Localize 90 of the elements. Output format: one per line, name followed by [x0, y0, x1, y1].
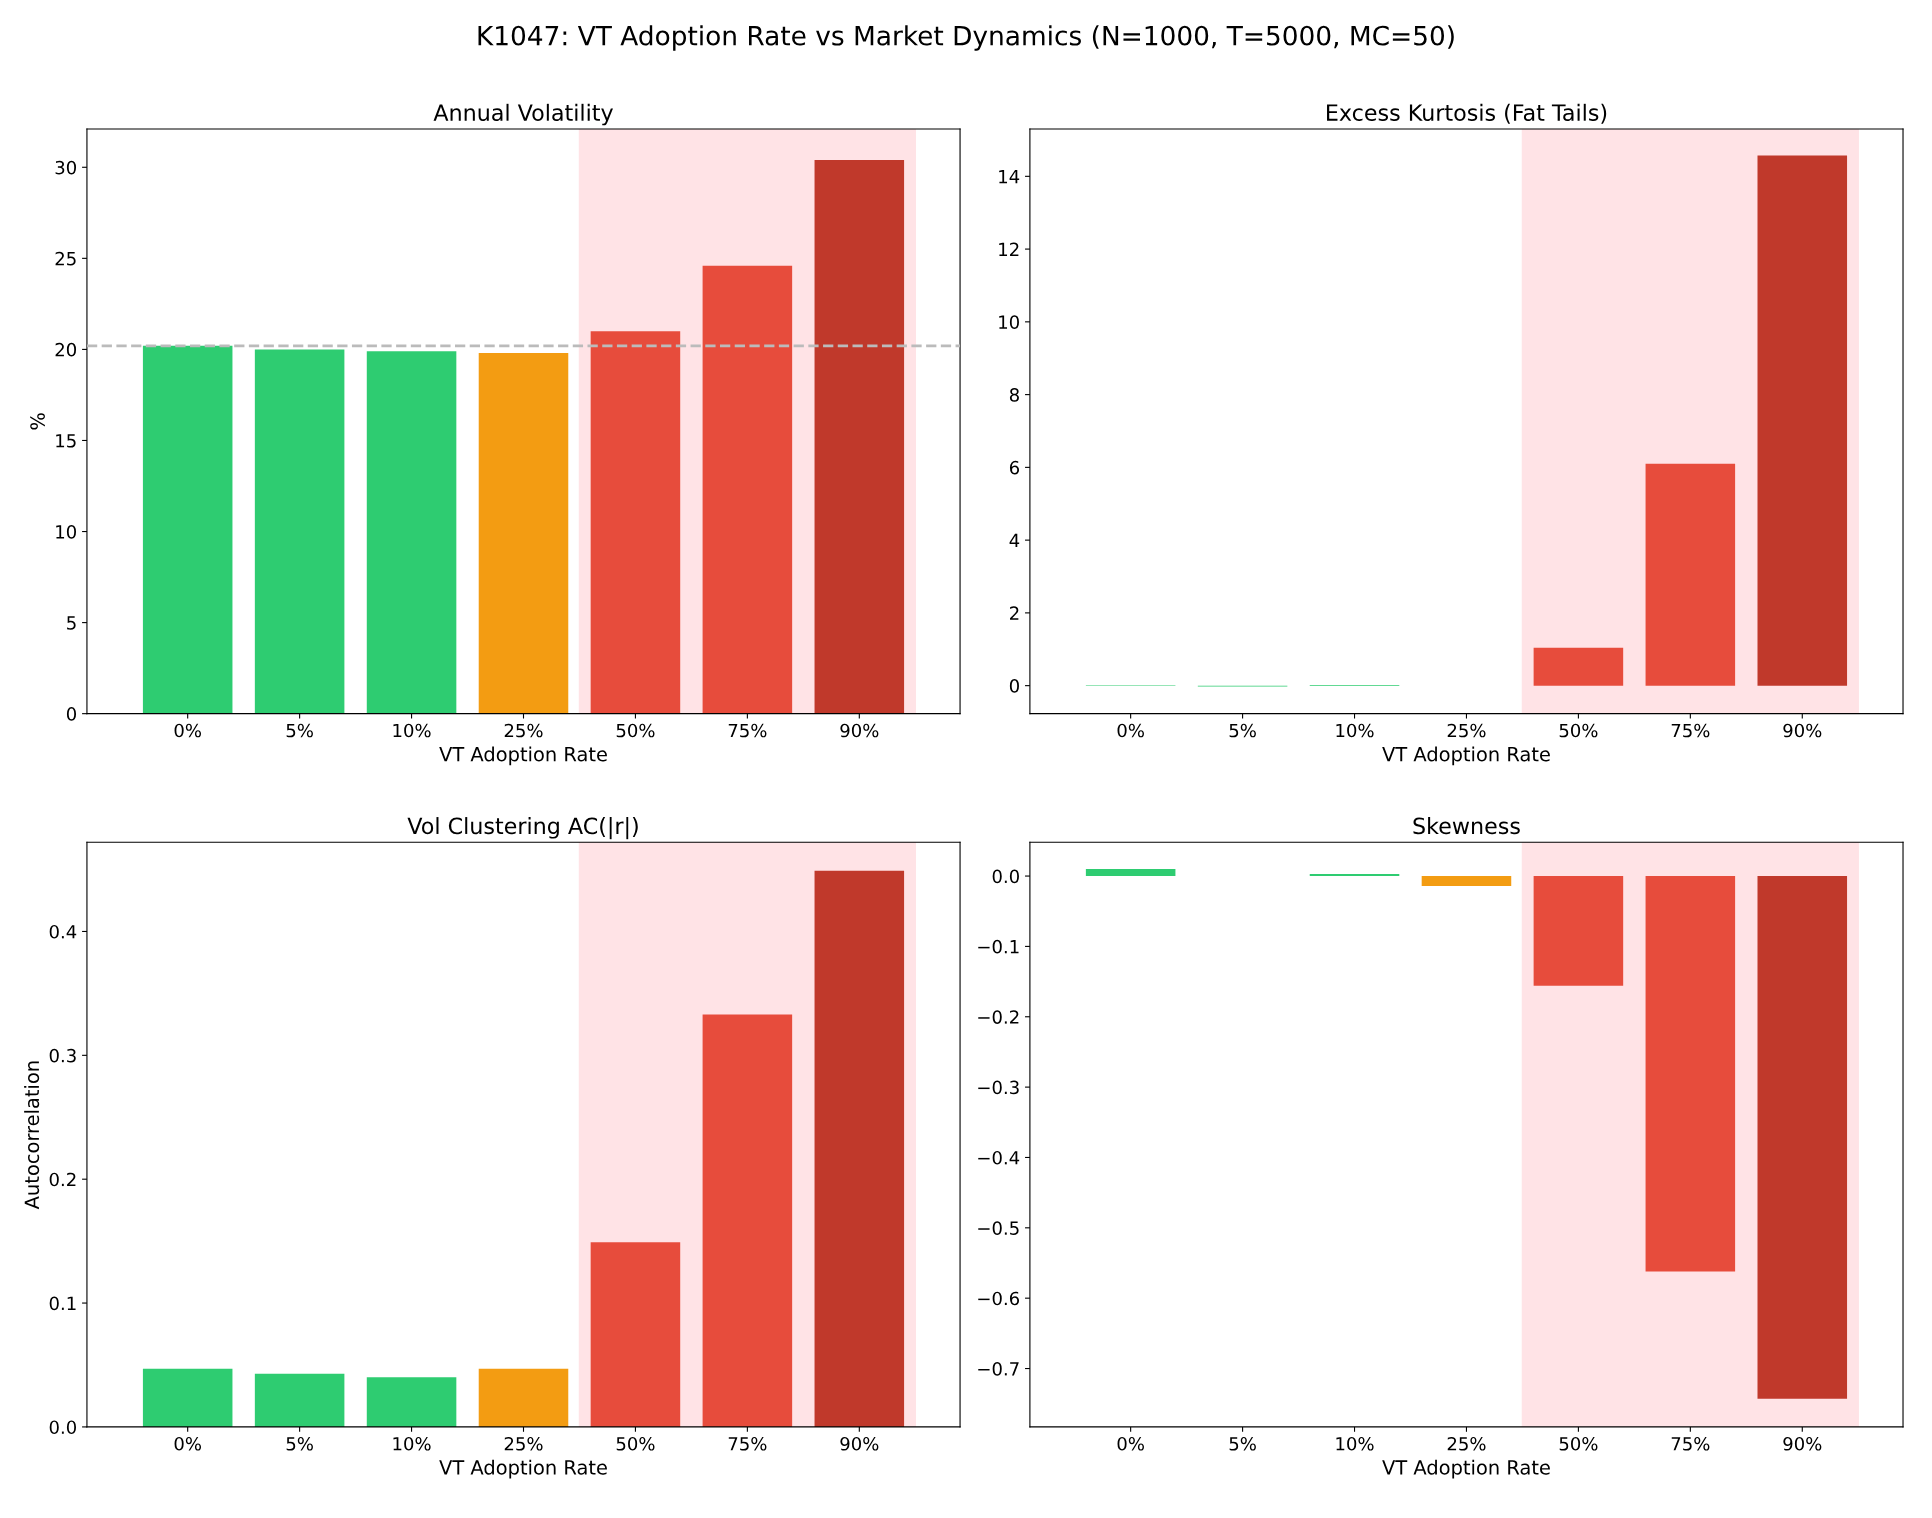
y-tick-label: 0.4 [49, 924, 77, 939]
x-tick-label: 10% [393, 723, 431, 738]
y-tick-label: −0.1 [978, 939, 1019, 954]
y-tick-label: 25 [55, 251, 76, 266]
chart-title: Excess Kurtosis (Fat Tails) [1327, 103, 1607, 124]
bar [590, 1242, 681, 1427]
x-tick-label: 25% [504, 1436, 543, 1451]
bar [142, 345, 233, 714]
bar [1421, 876, 1512, 886]
y-tick-label: 20 [55, 342, 77, 357]
x-axis-title: VT Adoption Rate [439, 1459, 607, 1479]
text: K1047: VT Adoption Rate vs Market Dynamics (N=1000, T=5000, MC=50) [478, 25, 1454, 51]
y-tick-label: 0.1 [49, 1296, 76, 1311]
x-tick-label: 90% [1783, 723, 1822, 738]
x-tick-label: 5% [1229, 723, 1256, 738]
bar [1645, 876, 1736, 1272]
y-tick-label: 0.0 [992, 869, 1019, 884]
x-tick-label: 0% [1117, 1436, 1144, 1451]
x-tick-label: 5% [286, 1436, 313, 1451]
y-tick-label: −0.7 [978, 1361, 1019, 1376]
y-tick-label: −0.4 [978, 1150, 1020, 1165]
bar [254, 349, 345, 714]
y-tick-label: −0.3 [978, 1080, 1019, 1095]
y-tick-label: 10 [999, 315, 1019, 329]
y-tick-label: 0 [66, 707, 77, 721]
x-tick-label: 10% [1336, 723, 1374, 738]
y-tick-label: 2 [1010, 606, 1019, 620]
x-tick-label: 90% [1783, 1436, 1822, 1451]
y-tick-label: 6 [1009, 460, 1020, 475]
y-axis-title: Autocorrelation [24, 1061, 40, 1210]
x-tick-label: 90% [840, 1436, 879, 1451]
bar [478, 353, 569, 714]
bar [142, 1368, 233, 1427]
bar [478, 1368, 569, 1427]
y-tick-label: 8 [1009, 388, 1019, 402]
x-tick-label: 5% [286, 723, 313, 738]
y-tick-label: 0 [1009, 679, 1019, 693]
bar [254, 1373, 345, 1427]
x-tick-label: 25% [504, 723, 543, 738]
y-tick-label: 4 [1009, 533, 1020, 547]
y-tick-label: 14 [999, 170, 1020, 184]
x-tick-label: 0% [174, 1436, 202, 1451]
bar [1533, 876, 1624, 986]
bar [814, 159, 905, 714]
y-tick-label: 5 [67, 616, 76, 630]
chart-title: Vol Clustering AC(|r|) [407, 816, 638, 840]
x-tick-label: 50% [616, 723, 655, 738]
x-tick-label: 50% [1559, 1436, 1598, 1451]
x-tick-label: 75% [728, 723, 767, 738]
x-tick-label: 10% [1336, 1436, 1374, 1451]
y-tick-label: −0.2 [978, 1010, 1019, 1024]
x-tick-label: 50% [616, 1436, 655, 1451]
x-tick-label: 0% [1117, 723, 1144, 738]
bar [1645, 463, 1736, 686]
y-tick-label: 0.2 [49, 1172, 76, 1187]
y-tick-label: −0.6 [978, 1291, 1020, 1306]
x-tick-label: 50% [1559, 723, 1598, 738]
bar [1757, 876, 1848, 1399]
bar [702, 265, 793, 714]
x-tick-label: 75% [728, 1436, 767, 1451]
x-axis-title: VT Adoption Rate [1382, 1459, 1550, 1479]
x-tick-label: 75% [1671, 723, 1710, 738]
y-tick-label: 0.3 [49, 1048, 76, 1063]
bar [590, 331, 681, 714]
y-tick-label: 30 [55, 160, 77, 175]
bar [702, 1014, 793, 1427]
x-axis-title: VT Adoption Rate [1382, 746, 1550, 766]
x-tick-label: 5% [1229, 1436, 1256, 1451]
chart-title: Skewness [1413, 817, 1520, 835]
x-axis-title: VT Adoption Rate [439, 746, 607, 766]
x-tick-label: 0% [174, 723, 202, 738]
bar [1533, 647, 1624, 686]
y-axis-title: % [30, 413, 45, 430]
x-tick-label: 25% [1447, 723, 1486, 738]
y-tick-label: −0.5 [978, 1221, 1019, 1235]
y-tick-label: 10 [56, 524, 77, 539]
bar [366, 1377, 457, 1427]
chart-title: Annual Volatility [433, 103, 613, 126]
x-tick-label: 10% [393, 1436, 431, 1451]
bar [366, 351, 457, 714]
bar [814, 870, 905, 1427]
bar [1757, 155, 1848, 686]
x-tick-label: 25% [1447, 1436, 1486, 1451]
x-tick-label: 75% [1671, 1436, 1710, 1451]
y-tick-label: 0.0 [49, 1420, 77, 1435]
x-tick-label: 90% [840, 723, 879, 738]
bar [1309, 873, 1400, 877]
bar [1085, 869, 1176, 877]
y-tick-label: 15 [56, 434, 76, 448]
y-tick-label: 12 [999, 242, 1019, 256]
